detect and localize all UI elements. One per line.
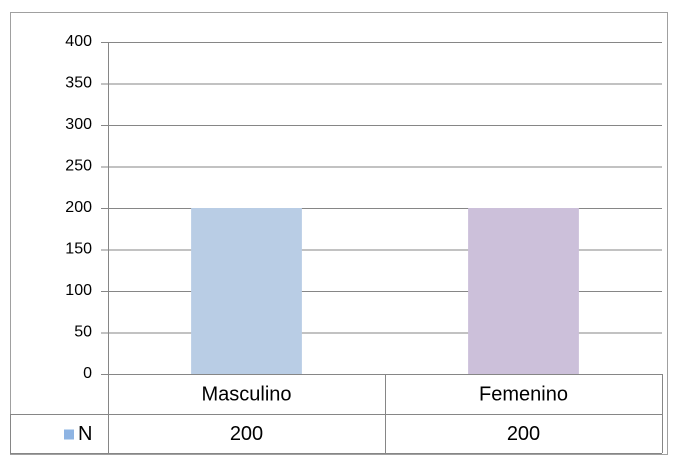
bar (468, 208, 579, 374)
bar (191, 208, 302, 374)
y-tick-label: 200 (65, 199, 92, 216)
x-tick-label: Femenino (479, 383, 568, 405)
chart-border (10, 12, 668, 455)
table-value: 200 (507, 423, 540, 445)
y-tick-label: 50 (74, 324, 92, 341)
table-value: 200 (230, 423, 263, 445)
y-tick-label: 300 (65, 116, 92, 133)
y-tick-label: 400 (65, 33, 92, 50)
y-tick-label: 0 (83, 365, 92, 382)
y-tick-label: 350 (65, 75, 92, 92)
y-tick-label: 100 (65, 282, 92, 299)
legend-key (64, 429, 74, 440)
y-tick-label: 150 (65, 241, 92, 258)
x-tick-label: Masculino (201, 383, 291, 405)
y-tick-label: 250 (65, 158, 92, 175)
legend-label: N (78, 423, 92, 445)
